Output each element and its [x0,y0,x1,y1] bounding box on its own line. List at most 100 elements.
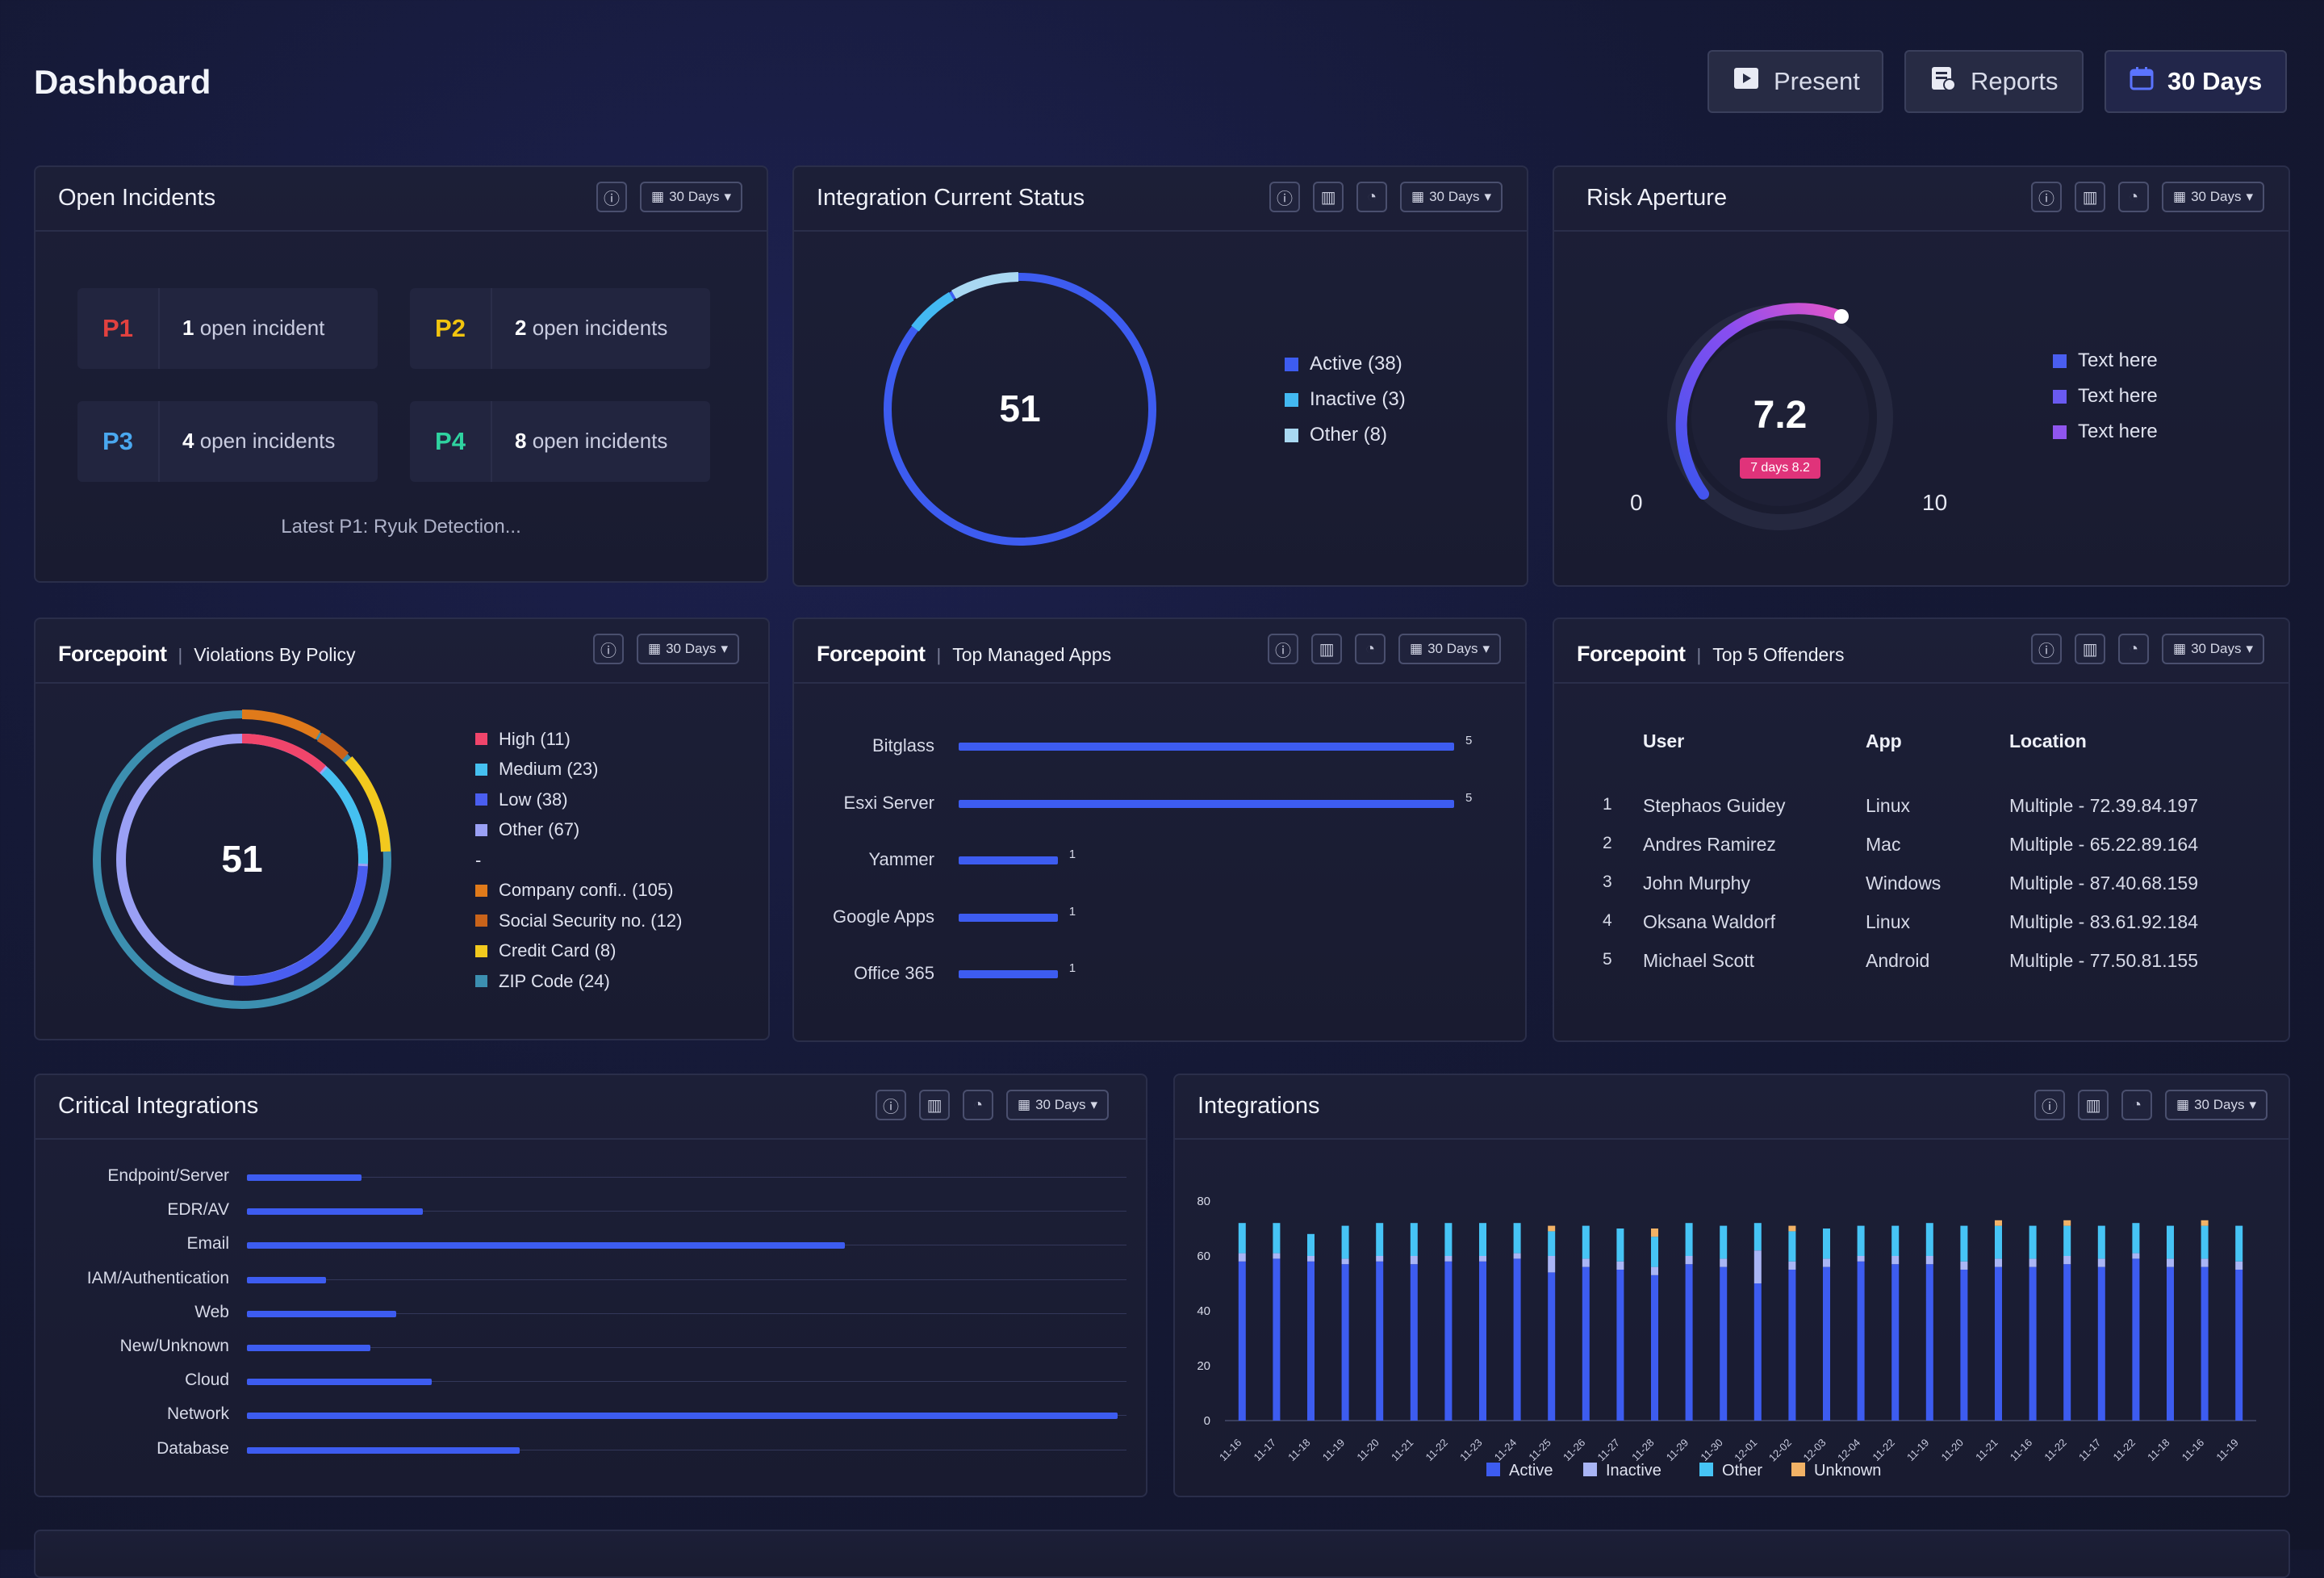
bar-segment-inactive[interactable] [1857,1256,1865,1262]
bar-segment-inactive[interactable] [1410,1256,1418,1265]
bar-segment-active[interactable] [1479,1261,1486,1421]
days-filter[interactable]: ▦ 30 Days ▾ [2162,634,2264,664]
bar-segment-active[interactable] [1548,1272,1556,1421]
days-filter[interactable]: ▦ 30 Days ▾ [2165,1090,2268,1120]
bar-chart-icon[interactable]: ▥ [2075,634,2106,664]
bar-segment-unknown[interactable] [1548,1225,1556,1232]
bar-segment-inactive[interactable] [2029,1258,2037,1267]
column-header-user[interactable]: User [1643,730,1685,751]
bar[interactable] [959,799,1454,808]
bar-segment-other[interactable] [1995,1225,2002,1259]
donut-segment-active[interactable] [884,273,1156,546]
pie-chart-icon[interactable]: ◔ [1355,634,1386,664]
bar-segment-inactive[interactable] [1479,1256,1486,1262]
info-icon[interactable]: ⓘ [1268,634,1299,664]
bar-segment-other[interactable] [2132,1223,2140,1254]
bar-segment-active[interactable] [1273,1258,1281,1421]
inner-segment-medium[interactable] [320,767,369,864]
bar-segment-other[interactable] [1857,1225,1865,1256]
bar-segment-inactive[interactable] [2201,1258,2209,1267]
bar-segment-inactive[interactable] [2167,1258,2174,1267]
bar-segment-inactive[interactable] [1582,1258,1590,1267]
bar-segment-active[interactable] [2201,1266,2209,1421]
reports-button[interactable]: Reports [1904,50,2084,113]
bar-segment-other[interactable] [1376,1223,1384,1256]
bar-segment-other[interactable] [1651,1237,1658,1267]
info-icon[interactable]: ⓘ [596,182,628,212]
bar-segment-active[interactable] [1307,1261,1315,1421]
bar-segment-inactive[interactable] [1753,1250,1762,1283]
bar-segment-other[interactable] [1720,1225,1728,1259]
bar-segment-other[interactable] [1307,1233,1315,1256]
info-icon[interactable]: ⓘ [593,634,625,664]
present-button[interactable]: Present [1707,50,1883,113]
bar-segment-other[interactable] [2097,1225,2105,1259]
bar-segment-other[interactable] [2029,1225,2037,1259]
inner-segment-low[interactable] [233,865,368,986]
bar-segment-other[interactable] [1823,1228,1830,1259]
bar-chart-icon[interactable]: ▥ [1313,182,1344,212]
donut-segment-other[interactable] [951,272,1019,299]
bar-segment-active[interactable] [2132,1258,2140,1421]
bar-segment-other[interactable] [1238,1223,1246,1254]
bar-segment-other[interactable] [1341,1225,1349,1259]
bar-segment-other[interactable] [1753,1223,1762,1251]
incident-tile-p2[interactable]: P2 2 open incidents [410,288,710,369]
bar-segment-other[interactable] [1582,1225,1590,1259]
bar-chart-icon[interactable]: ▥ [919,1090,951,1120]
bar-segment-inactive[interactable] [1960,1261,1968,1270]
bar[interactable] [247,1310,397,1317]
bar-segment-active[interactable] [1444,1261,1452,1421]
bar-segment-active[interactable] [1925,1264,1933,1421]
table-cell-user[interactable]: Oksana Waldorf [1643,911,1776,932]
incident-tile-p1[interactable]: P1 1 open incident [77,288,378,369]
days-filter[interactable]: ▦ 30 Days ▾ [1398,634,1501,664]
bar-segment-active[interactable] [1410,1264,1418,1421]
outer-segment-credit-card[interactable] [345,756,391,852]
bar-segment-inactive[interactable] [1376,1256,1384,1262]
bar-segment-active[interactable] [2063,1264,2071,1421]
bar-segment-active[interactable] [1513,1258,1521,1421]
bar-segment-unknown[interactable] [2201,1220,2209,1226]
bar-segment-active[interactable] [1616,1270,1624,1421]
bar-segment-inactive[interactable] [2063,1256,2071,1265]
incident-tile-p4[interactable]: P4 8 open incidents [410,401,710,482]
pie-chart-icon[interactable]: ◔ [2118,182,2150,212]
bar-segment-other[interactable] [1479,1223,1486,1256]
bar-segment-inactive[interactable] [2235,1261,2243,1270]
bar-segment-inactive[interactable] [1685,1256,1693,1265]
bar-segment-inactive[interactable] [1273,1253,1281,1259]
info-icon[interactable]: ⓘ [2034,1090,2066,1120]
bar-chart-icon[interactable]: ▥ [2075,182,2106,212]
days-filter[interactable]: ▦ 30 Days ▾ [2162,182,2264,212]
info-icon[interactable]: ⓘ [2031,182,2063,212]
bar-segment-active[interactable] [1823,1266,1830,1421]
bar-segment-active[interactable] [1857,1261,1865,1421]
bar-segment-active[interactable] [1788,1270,1796,1421]
bar-segment-other[interactable] [2167,1225,2174,1259]
bar-segment-inactive[interactable] [1238,1253,1246,1262]
bar-segment-inactive[interactable] [1823,1258,1830,1267]
bar-segment-active[interactable] [1685,1264,1693,1421]
pie-chart-icon[interactable]: ◔ [963,1090,994,1120]
pie-chart-icon[interactable]: ◔ [1356,182,1388,212]
bar-segment-inactive[interactable] [1788,1261,1796,1270]
bar-segment-other[interactable] [2201,1225,2209,1259]
donut-segment-inactive[interactable] [911,291,955,332]
bar[interactable] [247,1276,327,1283]
bar-segment-active[interactable] [1720,1266,1728,1421]
table-cell-user[interactable]: Michael Scott [1643,950,1755,971]
outer-segment-ssn[interactable] [316,732,349,760]
bar-segment-unknown[interactable] [1651,1228,1658,1237]
bar-segment-other[interactable] [1925,1223,1933,1256]
bar-segment-active[interactable] [1995,1266,2002,1421]
bar-segment-inactive[interactable] [1307,1256,1315,1262]
date-range-button[interactable]: 30 Days [2105,50,2287,113]
column-header-app[interactable]: App [1866,730,1902,751]
bar-segment-inactive[interactable] [2097,1258,2105,1267]
bar-chart-icon[interactable]: ▥ [2078,1090,2109,1120]
table-cell-user[interactable]: John Murphy [1643,873,1750,894]
bar-segment-other[interactable] [1513,1223,1521,1254]
bar-segment-inactive[interactable] [1341,1258,1349,1265]
bar-segment-other[interactable] [2235,1225,2243,1262]
